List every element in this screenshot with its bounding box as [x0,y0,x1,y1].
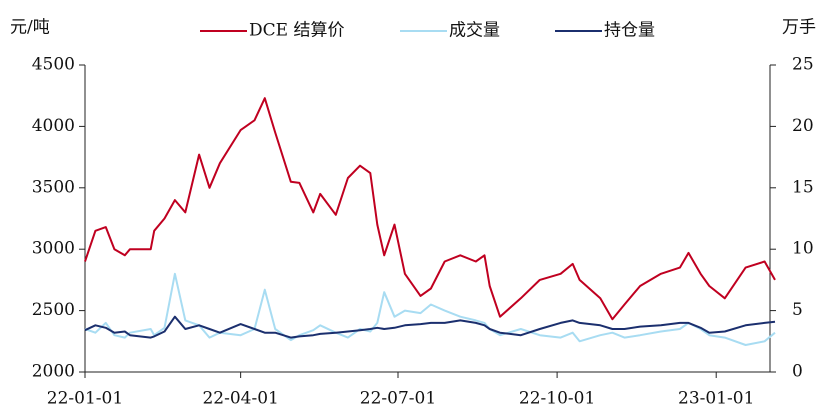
legend-label: 持仓量 [604,21,655,41]
series-line [84,272,776,346]
y-axis-label: 元/吨 [10,18,50,38]
y-tick-label: 4000 [32,116,75,136]
y-tick-label: 4500 [32,55,75,75]
x-tick-label: 22-07-01 [360,389,436,409]
y2-tick-label: 20 [792,116,814,136]
y-tick-label: 2500 [32,300,75,320]
series-line [84,315,776,339]
y-tick-label: 2000 [32,362,75,382]
x-tick-label: 23-01-01 [678,389,754,409]
x-tick-label: 22-01-01 [47,389,123,409]
y2-tick-label: 0 [792,362,803,382]
y2-tick-label: 5 [792,300,803,320]
legend-label: 成交量 [449,21,500,41]
x-tick-label: 22-10-01 [519,389,595,409]
series-line [84,97,776,321]
y-tick-label: 3500 [32,177,75,197]
legend-label: DCE 结算价 [249,21,344,41]
y2-tick-label: 25 [792,55,814,75]
y-tick-label: 3000 [32,239,75,259]
y2-axis-label: 万手 [782,18,816,38]
y2-tick-label: 15 [792,177,814,197]
y2-tick-label: 10 [792,239,814,259]
x-tick-label: 22-04-01 [202,389,278,409]
